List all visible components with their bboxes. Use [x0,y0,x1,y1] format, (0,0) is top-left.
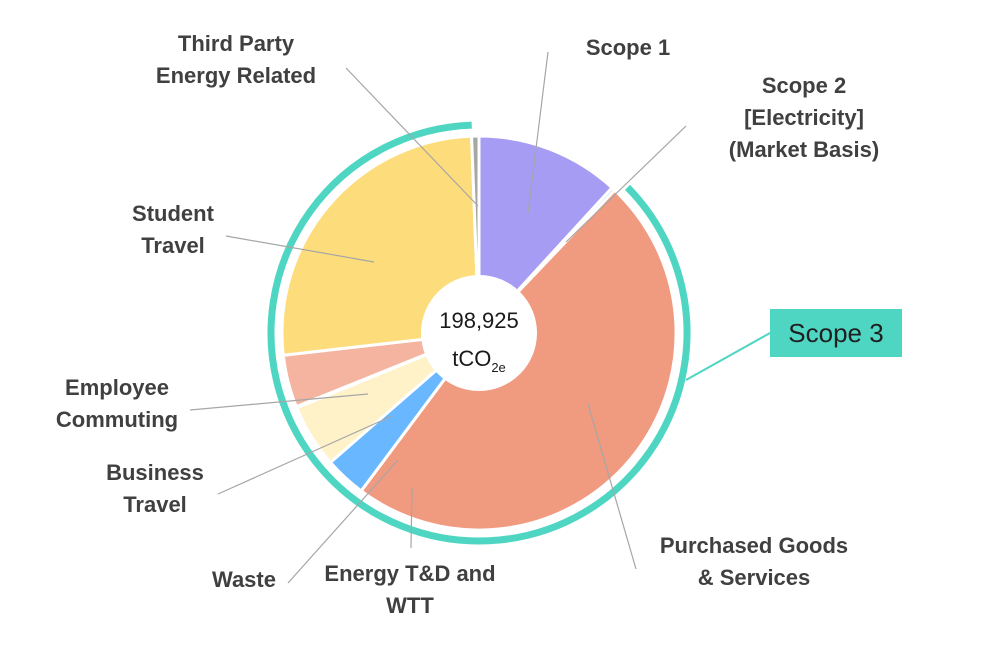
label-line: Purchased Goods [660,533,848,558]
label-energy-t-d-and-wtt: Energy T&D and WTT [324,561,495,618]
label-line: Energy Related [156,63,316,88]
leader-energy-t-d-and-wtt [410,487,413,549]
leader-scope-2-electricity-market-basis [565,125,687,243]
label-line: Scope 2 [762,73,846,98]
center-unit-base: tCO [452,346,491,371]
scope3-callout: Scope 3 [685,309,902,381]
scope3-arc [267,121,691,545]
scope3-leader [685,332,771,381]
label-line: Travel [123,492,187,517]
label-line: WTT [386,593,434,618]
label-line: Waste [212,567,276,592]
label-line: & Services [698,565,811,590]
center-unit: tCO2e [452,346,506,375]
label-third-party-energy-related: Third Party Energy Related [156,31,316,88]
slice-student-travel [280,134,481,357]
scope3-label-box [770,309,902,357]
label-line: Employee [65,375,169,400]
leader-purchased-goods-services [587,403,637,570]
label-employee-commuting: Employee Commuting [56,375,178,432]
label-line: Scope 1 [586,35,670,60]
label-purchased-goods-services: Purchased Goods & Services [660,533,848,590]
leader-employee-commuting [189,393,369,411]
leader-business-travel [217,415,393,495]
label-line: Third Party [178,31,295,56]
center-total: 198,925 [439,308,519,333]
label-line: Energy T&D and [324,561,495,586]
leader-waste [287,459,399,584]
scope3-ring [267,121,691,545]
label-scope-2-electricity-market-basis: Scope 2 [Electricity] (Market Basis) [729,73,879,162]
label-line: [Electricity] [744,105,864,130]
label-line: Commuting [56,407,178,432]
leader-student-travel [225,235,375,263]
center-unit-subscript: 2e [491,360,505,375]
label-line: Travel [141,233,205,258]
center-hole [421,275,537,391]
category-labels: Scope 1 Scope 2 [Electricity] (Market Basis… [56,31,879,618]
leader-lines [189,51,687,584]
label-line: Student [132,201,215,226]
label-line: Business [106,460,204,485]
label-student-travel: Student Travel [132,201,215,258]
label-line: (Market Basis) [729,137,879,162]
leader-third-party-energy-related [345,67,479,207]
leader-scope-1 [527,51,549,214]
label-scope-1: Scope 1 [586,35,670,60]
label-business-travel: Business Travel [106,460,204,517]
scope3-label: Scope 3 [788,318,883,348]
label-waste: Waste [212,567,276,592]
slice-scope-1 [477,134,614,335]
